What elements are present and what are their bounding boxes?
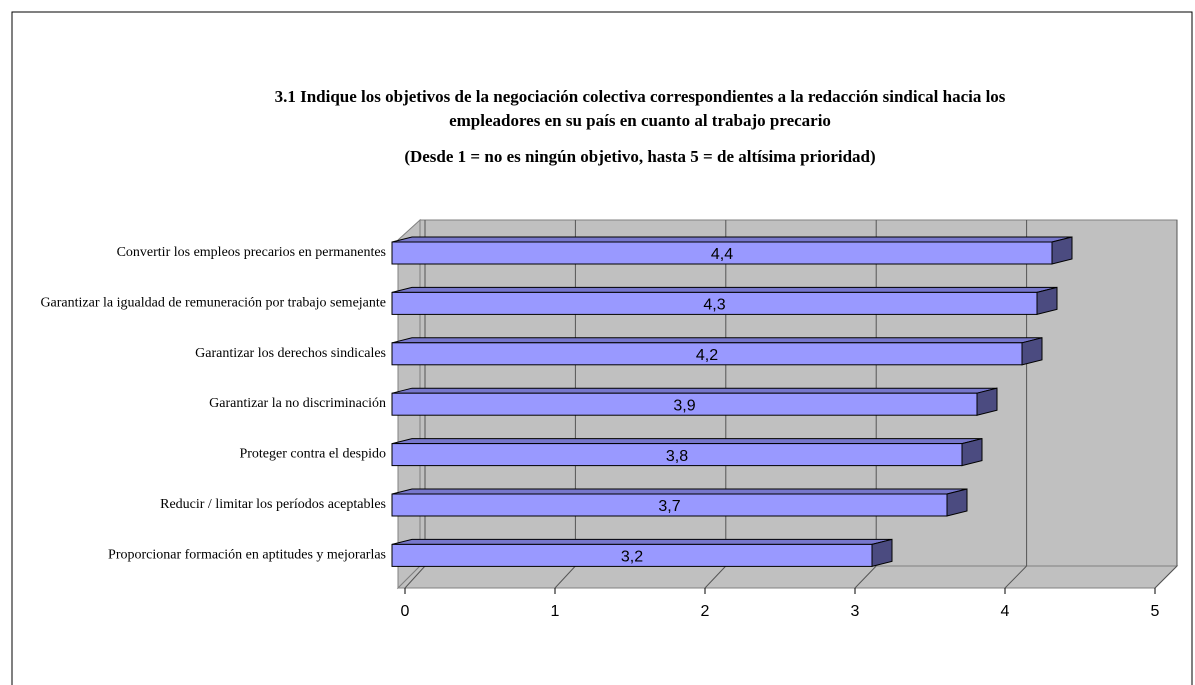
y-tick-label: Proporcionar formación en aptitudes y me… xyxy=(108,548,386,563)
bar xyxy=(391,387,998,416)
value-label: 3,2 xyxy=(621,549,643,566)
bar xyxy=(391,236,1073,265)
bar-cap xyxy=(1021,337,1043,366)
value-label: 4,2 xyxy=(696,347,718,364)
floor-grid-line xyxy=(554,565,576,589)
bar-cap xyxy=(976,387,998,416)
bar xyxy=(391,286,1058,316)
bar-top xyxy=(391,438,983,445)
label-line: Garantizar la igualdad de remuneración p… xyxy=(40,296,386,311)
x-tick-label: 5 xyxy=(1151,603,1160,620)
bar-top xyxy=(391,286,1058,293)
y-tick-label: Garantizar los derechos sindicales xyxy=(195,346,386,361)
chart-title-line: 3.1 Indique los objetivos de la negociac… xyxy=(275,87,1006,106)
value-label: 4,3 xyxy=(703,297,725,314)
x-tick-label: 0 xyxy=(401,603,410,620)
chart-title-line: empleadores en su país en cuanto al trab… xyxy=(449,111,831,130)
value-label: 3,8 xyxy=(666,448,688,465)
y-tick-label: Garantizar la igualdad de remuneración p… xyxy=(40,296,386,311)
bar-cap xyxy=(961,437,983,467)
value-label: 3,7 xyxy=(658,498,680,515)
label-line: Convertir los empleos precarios en perma… xyxy=(117,245,386,260)
label-line: Proporcionar formación en aptitudes y me… xyxy=(108,548,386,563)
chart-subtitle: (Desde 1 = no es ningún objetivo, hasta … xyxy=(404,147,875,166)
bar-top xyxy=(391,387,998,394)
floor xyxy=(396,565,1179,589)
y-tick-label: Proteger contra el despido xyxy=(239,447,386,462)
y-tick-label: Reducir / limitar los períodos aceptable… xyxy=(160,497,386,512)
y-tick-label: Garantizar la no discriminación xyxy=(209,396,386,411)
bar xyxy=(391,538,893,568)
x-tick-label: 3 xyxy=(851,603,860,620)
x-tick-label: 4 xyxy=(1001,603,1010,620)
bar-top xyxy=(391,538,893,545)
floor-grid-line xyxy=(404,565,426,589)
x-tick-label: 2 xyxy=(701,603,710,620)
x-tick-label: 1 xyxy=(551,603,560,620)
bar-cap xyxy=(871,538,893,568)
floor-grid-line xyxy=(1004,565,1027,589)
bar-cap xyxy=(946,488,968,517)
bar-top xyxy=(391,236,1073,243)
bar xyxy=(391,437,983,467)
value-label: 4,4 xyxy=(711,246,733,263)
bar-cap xyxy=(1036,286,1058,316)
label-line: Proteger contra el despido xyxy=(239,447,386,462)
floor-grid-line xyxy=(704,565,727,589)
bar-top xyxy=(391,488,968,495)
floor-grid-line xyxy=(1154,565,1178,589)
value-label: 3,9 xyxy=(673,397,695,414)
label-line: Garantizar la no discriminación xyxy=(209,396,386,411)
label-line: Garantizar los derechos sindicales xyxy=(195,346,386,361)
bar xyxy=(391,337,1043,366)
label-line: Reducir / limitar los períodos aceptable… xyxy=(160,497,386,512)
bar-cap xyxy=(1051,236,1073,265)
y-tick-label: Convertir los empleos precarios en perma… xyxy=(117,245,386,260)
bar xyxy=(391,488,968,517)
floor-grid-line xyxy=(854,565,877,589)
bar-top xyxy=(391,337,1043,344)
